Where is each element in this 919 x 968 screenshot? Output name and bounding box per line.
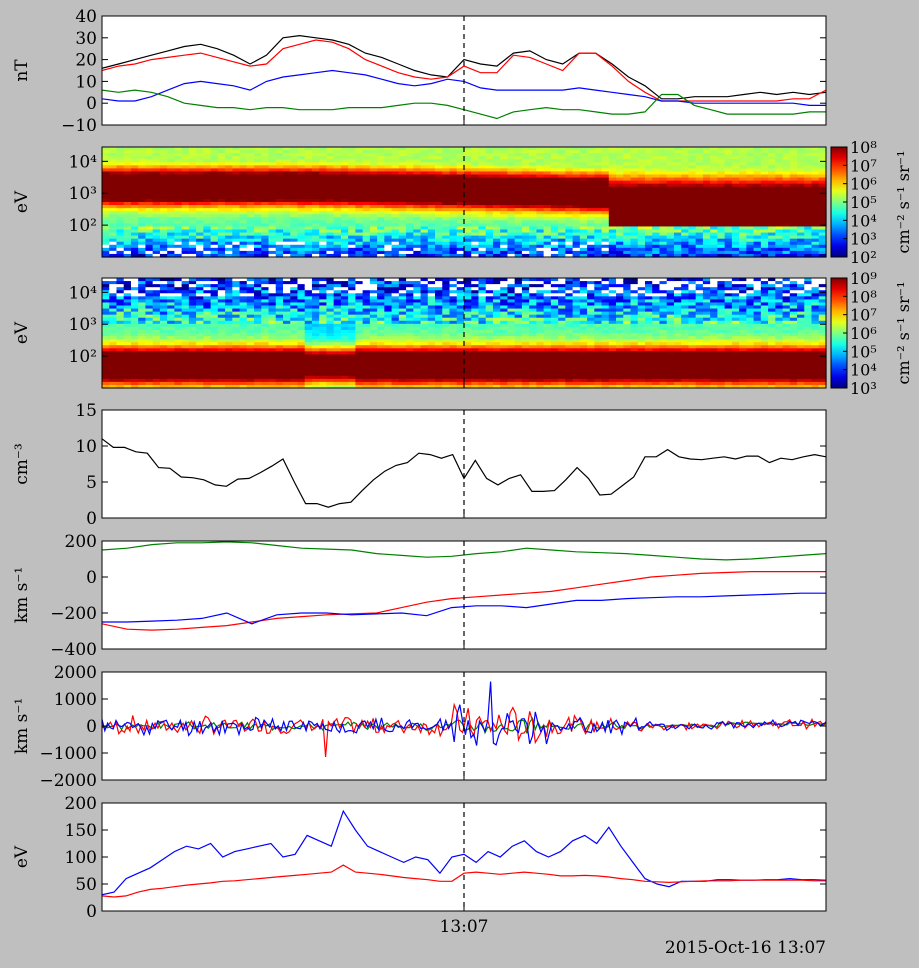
colorbar-label: cm⁻² s⁻¹ sr⁻¹ [894,151,913,254]
colorbar-tick-label: 10³ [850,230,877,249]
y-tick-label: 10³ [69,184,97,204]
y-tick-label: 40 [75,7,97,27]
colorbar-tick-label: 10⁵ [850,193,877,212]
y-tick-label: 30 [75,29,97,49]
y-axis-label: eV [12,190,32,213]
y-tick-label: −10 [61,116,97,136]
colorbar-tick-label: 10⁶ [850,175,877,194]
y-tick-label: 10² [69,216,97,236]
colorbar-tick-label: 10² [850,248,877,267]
y-tick-label: 10⁴ [69,152,98,172]
colorbar-tick-label: 10⁸ [850,138,877,157]
y-axis-label: nT [12,59,32,82]
y-tick-label: 10 [75,72,97,92]
colorbar-tick-label: 10⁴ [850,211,877,230]
y-tick-label: 20 [75,51,97,71]
colorbar-tick-label: 10⁷ [850,156,877,175]
y-tick-label: 0 [86,94,97,114]
